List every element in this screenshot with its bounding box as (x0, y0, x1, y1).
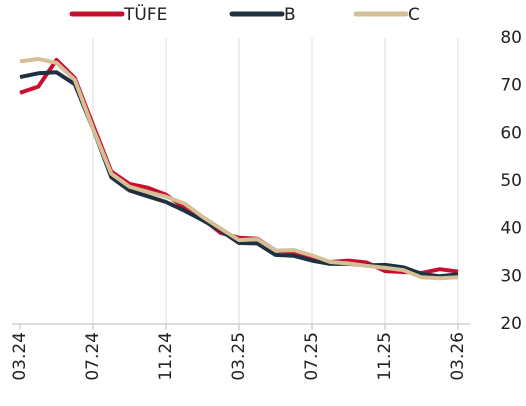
y-tick-label: 60 (500, 123, 522, 143)
y-tick-label: 30 (500, 266, 522, 286)
legend-label: TÜFE (123, 3, 167, 25)
x-tick-label: 11.24 (156, 332, 176, 381)
x-tick-label: 03.24 (10, 332, 30, 381)
x-tick-label: 03.26 (448, 332, 468, 381)
x-tick-label: 03.25 (229, 332, 249, 381)
legend-label: B (284, 5, 296, 25)
x-tick-label: 11.25 (375, 332, 395, 381)
x-tick-label: 07.25 (302, 332, 322, 381)
y-tick-label: 80 (500, 28, 522, 48)
y-tick-label: 40 (500, 219, 522, 239)
y-tick-label: 50 (500, 171, 522, 191)
y-tick-label: 70 (500, 76, 522, 96)
legend-label: C (408, 5, 420, 25)
series-line (19, 57, 459, 281)
y-tick-label: 20 (500, 314, 522, 334)
x-tick-label: 07.24 (83, 332, 103, 381)
